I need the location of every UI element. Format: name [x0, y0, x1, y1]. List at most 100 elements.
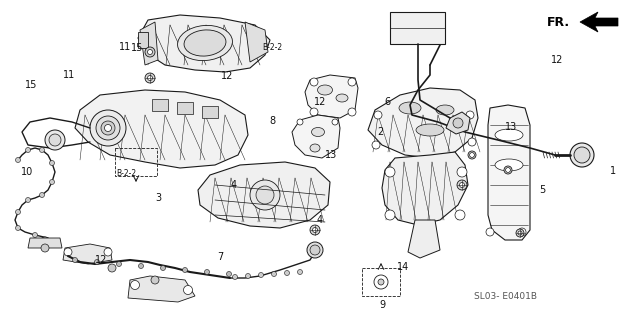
Text: 5: 5 [540, 185, 546, 195]
Text: 12: 12 [221, 71, 234, 81]
Circle shape [516, 229, 524, 237]
Text: B-2-2: B-2-2 [262, 43, 282, 52]
Ellipse shape [312, 128, 324, 137]
Circle shape [227, 271, 232, 277]
Circle shape [470, 152, 474, 157]
Text: 11: 11 [118, 42, 131, 52]
Circle shape [15, 226, 20, 231]
Circle shape [310, 245, 320, 255]
Circle shape [232, 275, 237, 279]
Circle shape [96, 116, 120, 140]
Circle shape [468, 151, 476, 159]
Circle shape [518, 231, 522, 235]
Text: 10: 10 [20, 167, 33, 177]
Polygon shape [305, 75, 358, 118]
Polygon shape [446, 112, 470, 134]
Circle shape [33, 233, 38, 238]
Circle shape [15, 210, 20, 214]
Circle shape [332, 119, 338, 125]
Ellipse shape [177, 26, 232, 61]
Polygon shape [75, 90, 248, 168]
Text: 9: 9 [380, 300, 386, 310]
Circle shape [116, 262, 122, 266]
Circle shape [256, 186, 274, 204]
Circle shape [460, 182, 465, 188]
Polygon shape [152, 99, 168, 111]
Circle shape [145, 73, 155, 83]
Circle shape [147, 76, 152, 80]
Circle shape [40, 192, 45, 197]
Circle shape [101, 121, 115, 135]
Polygon shape [202, 106, 218, 118]
Circle shape [246, 273, 250, 278]
Circle shape [457, 167, 467, 177]
Polygon shape [580, 12, 618, 32]
Circle shape [184, 286, 193, 294]
Ellipse shape [336, 94, 348, 102]
Circle shape [348, 78, 356, 86]
Text: B-2-2: B-2-2 [116, 169, 137, 178]
Circle shape [518, 228, 526, 236]
Circle shape [348, 108, 356, 116]
Circle shape [285, 271, 289, 276]
Circle shape [310, 108, 318, 116]
Circle shape [131, 280, 140, 290]
Ellipse shape [495, 129, 523, 141]
Circle shape [453, 118, 463, 128]
Circle shape [468, 138, 476, 146]
Circle shape [147, 49, 152, 55]
Polygon shape [28, 238, 62, 248]
Circle shape [138, 263, 143, 269]
Text: 13: 13 [325, 150, 338, 160]
Ellipse shape [495, 159, 523, 171]
Polygon shape [198, 162, 330, 228]
Circle shape [49, 160, 54, 166]
Text: 12: 12 [550, 55, 563, 65]
Circle shape [49, 134, 61, 146]
Circle shape [574, 147, 590, 163]
Bar [390, 12, 445, 44]
Circle shape [64, 248, 72, 256]
Circle shape [205, 270, 209, 275]
Text: 4: 4 [230, 180, 237, 190]
Text: 7: 7 [218, 252, 224, 262]
Text: 8: 8 [269, 116, 275, 126]
Circle shape [40, 147, 45, 152]
Ellipse shape [436, 105, 454, 115]
Circle shape [486, 228, 494, 236]
Text: 13: 13 [504, 122, 517, 132]
Text: 12: 12 [95, 255, 108, 265]
Polygon shape [177, 102, 193, 114]
Circle shape [310, 78, 318, 86]
Text: 15: 15 [131, 43, 144, 54]
Circle shape [45, 130, 65, 150]
Polygon shape [140, 22, 158, 65]
Ellipse shape [317, 85, 333, 95]
Polygon shape [408, 220, 440, 258]
Text: 15: 15 [24, 80, 37, 91]
Polygon shape [245, 22, 268, 62]
Circle shape [312, 227, 317, 233]
Circle shape [182, 268, 188, 272]
Circle shape [307, 242, 323, 258]
Circle shape [90, 110, 126, 146]
Circle shape [298, 270, 303, 275]
Text: 4: 4 [317, 215, 323, 225]
Polygon shape [488, 105, 530, 240]
Polygon shape [138, 15, 270, 72]
Circle shape [374, 275, 388, 289]
Circle shape [385, 210, 395, 220]
Text: 6: 6 [384, 97, 390, 107]
Circle shape [271, 271, 276, 277]
Circle shape [506, 167, 511, 172]
Circle shape [259, 272, 264, 278]
Bar [115, 148, 157, 176]
Circle shape [372, 141, 380, 149]
Circle shape [95, 259, 99, 264]
Circle shape [151, 276, 159, 284]
Circle shape [42, 240, 47, 244]
Text: 1: 1 [610, 166, 616, 176]
Circle shape [104, 124, 111, 131]
Circle shape [455, 210, 465, 220]
Ellipse shape [310, 144, 320, 152]
